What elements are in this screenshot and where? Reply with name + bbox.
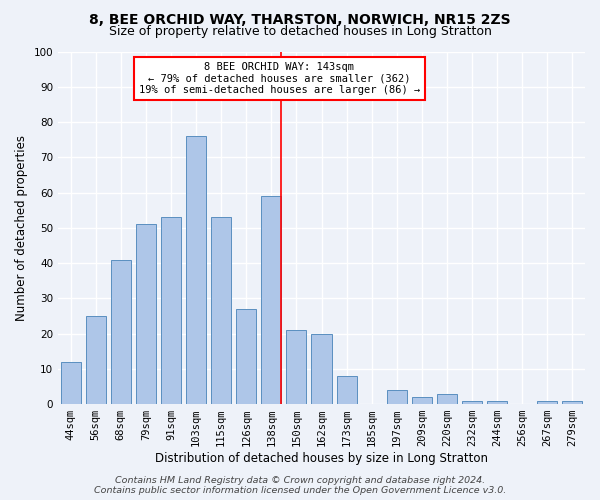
Bar	[462, 400, 482, 404]
Text: Size of property relative to detached houses in Long Stratton: Size of property relative to detached ho…	[109, 25, 491, 38]
Bar	[412, 397, 432, 404]
Bar	[311, 334, 332, 404]
Bar	[186, 136, 206, 404]
Bar	[111, 260, 131, 404]
Bar	[437, 394, 457, 404]
Bar	[562, 400, 583, 404]
Bar	[161, 217, 181, 404]
Bar	[387, 390, 407, 404]
Bar	[261, 196, 281, 404]
Bar	[337, 376, 356, 404]
Text: 8 BEE ORCHID WAY: 143sqm
← 79% of detached houses are smaller (362)
19% of semi-: 8 BEE ORCHID WAY: 143sqm ← 79% of detach…	[139, 62, 420, 96]
Bar	[286, 330, 307, 404]
Bar	[61, 362, 80, 404]
Y-axis label: Number of detached properties: Number of detached properties	[15, 135, 28, 321]
Bar	[487, 400, 507, 404]
Bar	[136, 224, 156, 404]
Bar	[86, 316, 106, 404]
Bar	[236, 309, 256, 404]
Bar	[211, 217, 231, 404]
X-axis label: Distribution of detached houses by size in Long Stratton: Distribution of detached houses by size …	[155, 452, 488, 465]
Text: Contains HM Land Registry data © Crown copyright and database right 2024.
Contai: Contains HM Land Registry data © Crown c…	[94, 476, 506, 495]
Bar	[538, 400, 557, 404]
Text: 8, BEE ORCHID WAY, THARSTON, NORWICH, NR15 2ZS: 8, BEE ORCHID WAY, THARSTON, NORWICH, NR…	[89, 12, 511, 26]
